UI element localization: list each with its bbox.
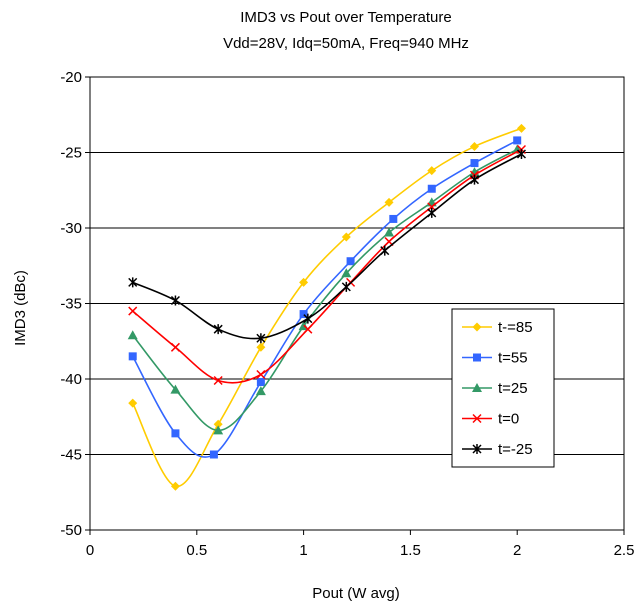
y-tick-label: -35 bbox=[60, 296, 82, 313]
series-line bbox=[132, 148, 522, 384]
data-point bbox=[128, 398, 138, 408]
data-point bbox=[341, 232, 351, 242]
data-point bbox=[341, 281, 351, 292]
y-tick-label: -45 bbox=[60, 447, 82, 464]
legend: t-=85 t=55 t=25 t=0 t=-25 bbox=[451, 308, 555, 468]
legend-swatch-marker bbox=[472, 322, 482, 332]
data-point bbox=[516, 149, 527, 160]
legend-label: t=-25 bbox=[498, 441, 533, 458]
x-tick-label: 2.5 bbox=[614, 542, 635, 559]
data-point bbox=[303, 324, 313, 334]
data-point bbox=[213, 425, 224, 435]
axis-ticks: -50 -45 -40 -35 -30 -25 -20 0 0.5 1 1.5 2 2.5 bbox=[60, 69, 634, 559]
x-tick-label: 1.5 bbox=[400, 542, 421, 559]
legend-label: t=55 bbox=[498, 350, 528, 367]
y-tick-label: -40 bbox=[60, 371, 82, 388]
data-point bbox=[427, 166, 437, 176]
data-point bbox=[299, 277, 309, 287]
data-point bbox=[389, 214, 398, 223]
data-point bbox=[209, 450, 218, 459]
series-layer bbox=[127, 123, 527, 491]
data-point bbox=[128, 306, 138, 316]
data-point bbox=[469, 141, 479, 151]
data-point bbox=[170, 481, 180, 491]
legend-label: t-=85 bbox=[498, 319, 533, 336]
legend-item: t=0 bbox=[462, 411, 519, 428]
data-point bbox=[380, 245, 390, 256]
series-t=25 bbox=[127, 144, 523, 435]
data-point bbox=[128, 277, 138, 288]
series-line bbox=[132, 148, 518, 432]
x-tick-label: 2 bbox=[513, 542, 521, 559]
data-point bbox=[299, 310, 308, 319]
data-point bbox=[427, 184, 436, 193]
legend-item: t=-25 bbox=[462, 441, 533, 458]
data-point bbox=[469, 174, 480, 185]
data-point bbox=[128, 352, 137, 361]
data-point bbox=[303, 313, 313, 324]
data-point bbox=[470, 159, 479, 168]
data-point bbox=[256, 342, 266, 352]
x-tick-label: 0 bbox=[86, 542, 94, 559]
series-t-=85 bbox=[128, 123, 526, 491]
legend-item: t-=85 bbox=[462, 319, 533, 336]
data-point bbox=[341, 268, 352, 278]
data-point bbox=[213, 375, 223, 386]
series-line bbox=[132, 139, 518, 458]
data-point bbox=[513, 136, 522, 145]
chart-title: IMD3 vs Pout over Temperature bbox=[240, 9, 451, 26]
legend-swatch-marker bbox=[472, 383, 482, 392]
y-tick-label: -20 bbox=[60, 69, 82, 86]
legend-item: t=55 bbox=[462, 350, 528, 367]
data-point bbox=[171, 429, 180, 438]
data-point bbox=[170, 342, 180, 352]
legend-swatch-marker bbox=[472, 444, 482, 454]
data-point bbox=[127, 330, 138, 340]
y-tick-label: -30 bbox=[60, 220, 82, 237]
y-tick-label: -50 bbox=[60, 522, 82, 539]
data-point bbox=[256, 378, 265, 387]
legend-item: t=25 bbox=[462, 380, 528, 397]
legend-label: t=0 bbox=[498, 411, 519, 428]
legend-label: t=25 bbox=[498, 380, 528, 397]
series-t=-25 bbox=[128, 149, 527, 344]
series-t=55 bbox=[128, 136, 522, 459]
data-point bbox=[346, 257, 355, 266]
chart-subtitle: Vdd=28V, Idq=50mA, Freq=940 MHz bbox=[223, 35, 469, 52]
x-axis-title: Pout (W avg) bbox=[312, 585, 400, 602]
series-t=0 bbox=[128, 144, 527, 386]
data-point bbox=[170, 295, 180, 306]
y-axis-title: IMD3 (dBc) bbox=[12, 270, 29, 346]
legend-swatch-marker bbox=[473, 353, 481, 362]
data-point bbox=[427, 207, 437, 218]
data-point bbox=[213, 324, 223, 335]
y-tick-label: -25 bbox=[60, 145, 82, 162]
data-point bbox=[256, 369, 266, 380]
data-point bbox=[170, 384, 181, 394]
data-point bbox=[256, 333, 266, 344]
data-point bbox=[213, 419, 223, 429]
x-tick-label: 1 bbox=[299, 542, 307, 559]
data-point bbox=[384, 197, 394, 207]
series-line bbox=[132, 153, 522, 340]
data-point bbox=[516, 123, 526, 133]
legend-swatch-marker bbox=[472, 413, 482, 424]
series-line bbox=[132, 127, 522, 488]
data-point bbox=[384, 227, 395, 237]
x-tick-label: 0.5 bbox=[186, 542, 207, 559]
data-point bbox=[255, 386, 266, 396]
